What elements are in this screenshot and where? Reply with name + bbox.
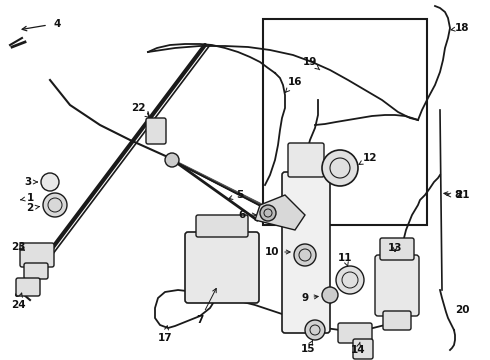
Bar bbox=[263, 19, 427, 225]
Text: 3: 3 bbox=[24, 177, 37, 187]
Circle shape bbox=[336, 266, 364, 294]
FancyBboxPatch shape bbox=[196, 215, 248, 237]
Text: 1: 1 bbox=[21, 193, 34, 203]
FancyBboxPatch shape bbox=[338, 323, 372, 343]
Circle shape bbox=[322, 287, 338, 303]
FancyBboxPatch shape bbox=[383, 311, 411, 330]
FancyBboxPatch shape bbox=[24, 263, 48, 279]
Text: 19: 19 bbox=[303, 57, 320, 70]
Circle shape bbox=[294, 244, 316, 266]
Text: 14: 14 bbox=[351, 342, 366, 355]
FancyBboxPatch shape bbox=[288, 143, 324, 177]
FancyBboxPatch shape bbox=[375, 255, 419, 316]
Circle shape bbox=[322, 150, 358, 186]
Text: 20: 20 bbox=[455, 305, 469, 315]
Circle shape bbox=[305, 320, 325, 340]
FancyBboxPatch shape bbox=[16, 278, 40, 296]
Text: 18: 18 bbox=[451, 23, 469, 33]
Text: 10: 10 bbox=[265, 247, 290, 257]
Text: 5: 5 bbox=[229, 190, 244, 200]
Text: 11: 11 bbox=[338, 253, 352, 266]
Text: 17: 17 bbox=[158, 326, 172, 343]
Text: 13: 13 bbox=[388, 243, 402, 253]
Text: 16: 16 bbox=[286, 77, 302, 92]
FancyBboxPatch shape bbox=[353, 339, 373, 359]
Text: 24: 24 bbox=[11, 293, 25, 310]
FancyBboxPatch shape bbox=[380, 238, 414, 260]
FancyBboxPatch shape bbox=[146, 118, 166, 144]
Text: 9: 9 bbox=[301, 293, 318, 303]
Text: 6: 6 bbox=[238, 210, 256, 220]
Text: 8: 8 bbox=[447, 190, 462, 200]
Text: 12: 12 bbox=[359, 153, 377, 165]
FancyBboxPatch shape bbox=[282, 172, 330, 333]
Circle shape bbox=[41, 173, 59, 191]
FancyBboxPatch shape bbox=[20, 243, 54, 267]
Text: 21: 21 bbox=[444, 190, 469, 200]
Text: 23: 23 bbox=[11, 242, 25, 252]
Text: 4: 4 bbox=[53, 19, 61, 29]
FancyBboxPatch shape bbox=[185, 232, 259, 303]
Text: 22: 22 bbox=[131, 103, 149, 118]
Polygon shape bbox=[255, 195, 305, 230]
Text: 15: 15 bbox=[301, 341, 315, 354]
Text: 7: 7 bbox=[196, 288, 216, 325]
Circle shape bbox=[43, 193, 67, 217]
Circle shape bbox=[165, 153, 179, 167]
Text: 2: 2 bbox=[26, 203, 39, 213]
Circle shape bbox=[260, 205, 276, 221]
